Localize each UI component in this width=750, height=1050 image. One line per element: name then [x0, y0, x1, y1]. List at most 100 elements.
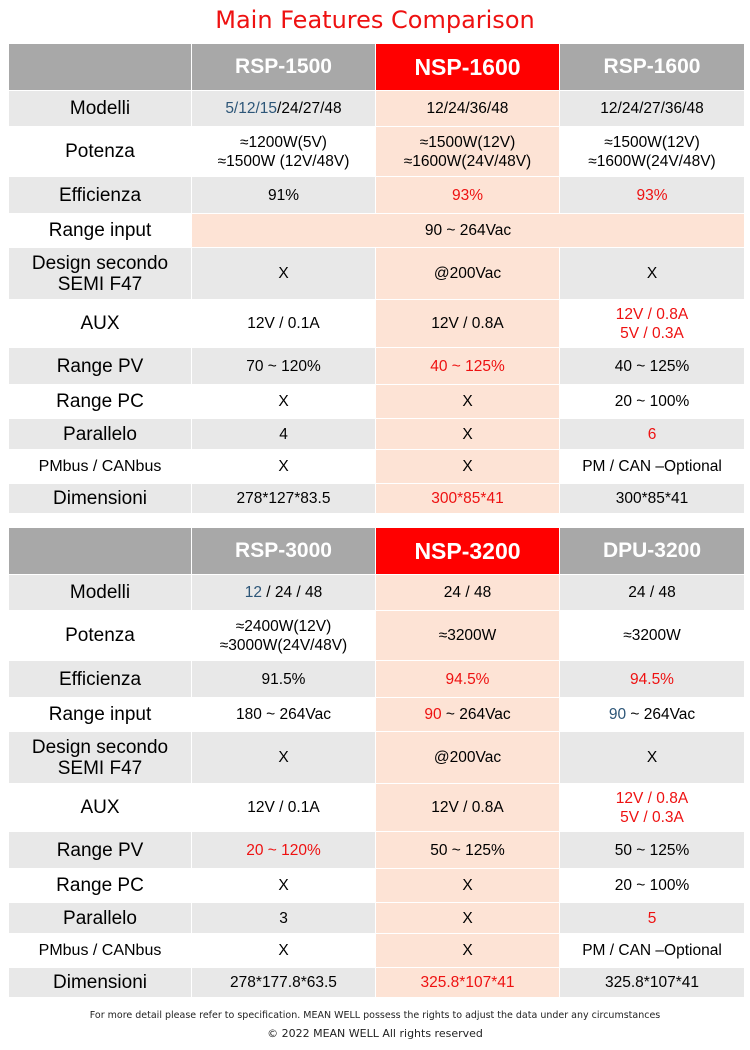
cell-part: /24/27/48: [277, 100, 342, 117]
row-label: Parallelo: [8, 902, 192, 934]
cell-nsp-3200: X: [375, 933, 560, 968]
cell-rsp-3000: 12 / 24 / 48: [191, 574, 376, 611]
row-aux: AUX 12V / 0.1A 12V / 0.8A 12V / 0.8A 5V /…: [8, 783, 745, 832]
cell-dpu-3200: PM / CAN –Optional: [559, 933, 745, 968]
cell-nsp-3200: 94.5%: [375, 660, 560, 698]
cell-dpu-3200: 325.8*107*41: [559, 967, 745, 998]
row-potenza: Potenza ≈1200W(5V) ≈1500W (12V/48V) ≈1500…: [8, 126, 745, 177]
row-label: Potenza: [8, 126, 192, 177]
cell-line: ≈1600W(24V/48V): [403, 152, 532, 170]
cell-line: ≈3000W(24V/48V): [219, 636, 348, 654]
cell-rsp-1600: 20 ~ 100%: [559, 384, 745, 419]
cell-rsp-1600: ≈1500W(12V) ≈1600W(24V/48V): [559, 126, 745, 177]
row-pmbus-canbus: PMbus / CANbus X X PM / CAN –Optional: [8, 933, 745, 968]
cell-nsp-1600: ≈1500W(12V) ≈1600W(24V/48V): [375, 126, 560, 177]
cell-dpu-3200: 90 ~ 264Vac: [559, 697, 745, 732]
cell-part-blue: 5/12/15: [225, 100, 278, 117]
cell-line: 12V / 0.8A: [615, 305, 689, 323]
cell-part-blue: 12: [244, 584, 262, 601]
cell-nsp-3200: 90 ~ 264Vac: [375, 697, 560, 732]
cell-line: 5V / 0.3A: [620, 324, 684, 342]
cell-dpu-3200: 94.5%: [559, 660, 745, 698]
row-label: Range PV: [8, 831, 192, 869]
cell-line: ≈1500W(12V): [419, 133, 516, 151]
row-label: Efficienza: [8, 176, 192, 214]
model-header-rsp-1500: RSP-1500: [191, 43, 376, 91]
row-efficienza: Efficienza 91.5% 94.5% 94.5%: [8, 660, 745, 698]
model-header-dpu-3200: DPU-3200: [559, 527, 745, 575]
cell-line: 12V / 0.8A: [615, 789, 689, 807]
cell-rsp-1600: 300*85*41: [559, 483, 745, 514]
cell-line: ≈1600W(24V/48V): [588, 152, 716, 170]
cell-dpu-3200: 24 / 48: [559, 574, 745, 611]
cell-range-input-merged: 90 ~ 264Vac: [191, 213, 745, 248]
row-label: Modelli: [8, 90, 192, 127]
cell-nsp-1600: @200Vac: [375, 247, 560, 300]
cell-nsp-3200: 12V / 0.8A: [375, 783, 560, 832]
cell-nsp-3200: 325.8*107*41: [375, 967, 560, 998]
model-header-nsp-3200: NSP-3200: [375, 527, 560, 575]
row-parallelo: Parallelo 4 X 6: [8, 418, 745, 450]
cell-nsp-3200: @200Vac: [375, 731, 560, 784]
row-dimensioni: Dimensioni 278*177.8*63.5 325.8*107*41 3…: [8, 967, 745, 998]
row-label: Modelli: [8, 574, 192, 611]
cell-part: ~ 264Vac: [626, 706, 696, 723]
cell-rsp-1600: 93%: [559, 176, 745, 214]
row-range-input: Range input 90 ~ 264Vac: [8, 213, 745, 248]
row-label: Efficienza: [8, 660, 192, 698]
cell-line: ≈1200W(5V): [240, 133, 327, 151]
cell-rsp-3000: ≈2400W(12V) ≈3000W(24V/48V): [191, 610, 376, 661]
cell-dpu-3200: 12V / 0.8A 5V / 0.3A: [559, 783, 745, 832]
row-range-pc: Range PC X X 20 ~ 100%: [8, 384, 745, 419]
cell-nsp-1600: 93%: [375, 176, 560, 214]
row-efficienza: Efficienza 91% 93% 93%: [8, 176, 745, 214]
cell-rsp-1500: X: [191, 449, 376, 484]
header-row: RSP-3000 NSP-3200 DPU-3200: [8, 527, 745, 575]
model-header-rsp-1600: RSP-1600: [559, 43, 745, 91]
row-label: PMbus / CANbus: [8, 449, 192, 484]
row-label: AUX: [8, 299, 192, 348]
cell-rsp-1500: 91%: [191, 176, 376, 214]
row-parallelo: Parallelo 3 X 5: [8, 902, 745, 934]
cell-part: ~ 264Vac: [441, 706, 511, 723]
cell-dpu-3200: 50 ~ 125%: [559, 831, 745, 869]
cell-dpu-3200: 20 ~ 100%: [559, 868, 745, 903]
cell-dpu-3200: 5: [559, 902, 745, 934]
row-label-line: Design secondo: [31, 252, 169, 274]
row-dimensioni: Dimensioni 278*127*83.5 300*85*41 300*85…: [8, 483, 745, 514]
cell-rsp-1600: X: [559, 247, 745, 300]
comparison-table-1: RSP-1500 NSP-1600 RSP-1600 Modelli 5/12/…: [8, 43, 745, 514]
cell-rsp-1500: 4: [191, 418, 376, 450]
cell-rsp-3000: 278*177.8*63.5: [191, 967, 376, 998]
cell-rsp-1500: 12V / 0.1A: [191, 299, 376, 348]
cell-part: / 24 / 48: [261, 584, 323, 601]
cell-nsp-3200: X: [375, 868, 560, 903]
cell-rsp-1600: 12V / 0.8A 5V / 0.3A: [559, 299, 745, 348]
cell-dpu-3200: X: [559, 731, 745, 784]
cell-part-red: 90: [424, 706, 442, 723]
cell-rsp-3000: 20 ~ 120%: [191, 831, 376, 869]
cell-rsp-3000: 180 ~ 264Vac: [191, 697, 376, 732]
cell-rsp-1500: X: [191, 384, 376, 419]
cell-rsp-1500: ≈1200W(5V) ≈1500W (12V/48V): [191, 126, 376, 177]
cell-line: ≈1500W (12V/48V): [217, 152, 350, 170]
row-potenza: Potenza ≈2400W(12V) ≈3000W(24V/48V) ≈3200…: [8, 610, 745, 661]
cell-line: ≈1500W(12V): [604, 133, 700, 151]
row-label: Dimensioni: [8, 483, 192, 514]
row-label: AUX: [8, 783, 192, 832]
cell-rsp-1500: 70 ~ 120%: [191, 347, 376, 385]
row-semi-f47: Design secondo SEMI F47 X @200Vac X: [8, 247, 745, 300]
row-pmbus-canbus: PMbus / CANbus X X PM / CAN –Optional: [8, 449, 745, 484]
model-header-nsp-1600: NSP-1600: [375, 43, 560, 91]
row-label: Dimensioni: [8, 967, 192, 998]
cell-nsp-1600: 12V / 0.8A: [375, 299, 560, 348]
cell-nsp-1600: 40 ~ 125%: [375, 347, 560, 385]
row-range-pv: Range PV 70 ~ 120% 40 ~ 125% 40 ~ 125%: [8, 347, 745, 385]
row-label: Design secondo SEMI F47: [8, 247, 192, 300]
row-range-input: Range input 180 ~ 264Vac 90 ~ 264Vac 90 …: [8, 697, 745, 732]
row-label-line: Design secondo: [31, 736, 169, 758]
cell-line: 5V / 0.3A: [620, 808, 684, 826]
cell-rsp-1600: 6: [559, 418, 745, 450]
row-modelli: Modelli 12 / 24 / 48 24 / 48 24 / 48: [8, 574, 745, 611]
row-label: PMbus / CANbus: [8, 933, 192, 968]
